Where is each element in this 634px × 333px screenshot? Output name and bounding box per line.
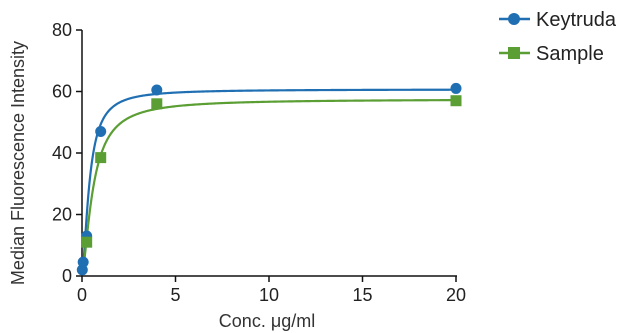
y-ticks: 0 20 40 60 80	[52, 20, 82, 286]
data-point	[151, 84, 163, 96]
x-tick-label: 20	[446, 285, 466, 305]
legend-label: Sample	[536, 43, 604, 65]
data-point	[95, 125, 107, 137]
x-tick-label: 15	[352, 285, 372, 305]
fit-curve-keytruda	[81, 88, 457, 275]
fit-curve-sample	[81, 99, 457, 276]
legend-marker	[508, 47, 520, 59]
data-point	[151, 98, 163, 110]
y-tick-label: 80	[52, 20, 72, 40]
data-point	[95, 152, 107, 164]
legend-marker	[508, 13, 520, 25]
data-points	[76, 82, 462, 276]
legend-label: Keytruda	[536, 9, 617, 31]
data-point	[77, 256, 89, 268]
x-tick-label: 5	[170, 285, 180, 305]
x-tick-label: 0	[77, 285, 87, 305]
y-tick-label: 40	[52, 143, 72, 163]
x-tick-label: 10	[259, 285, 279, 305]
y-axis-title: Median Fluorescence Intensity	[8, 41, 28, 285]
axes	[81, 30, 457, 277]
y-tick-label: 20	[52, 205, 72, 225]
x-axis-title: Conc. μg/ml	[219, 311, 315, 331]
legend: Keytruda Sample	[499, 9, 617, 65]
data-point	[81, 236, 93, 248]
y-tick-label: 0	[62, 266, 72, 286]
y-tick-label: 60	[52, 82, 72, 102]
x-ticks: 0 5 10 15 20	[77, 276, 466, 305]
data-point	[450, 82, 462, 94]
fit-curves	[81, 88, 457, 276]
data-point	[450, 95, 462, 107]
